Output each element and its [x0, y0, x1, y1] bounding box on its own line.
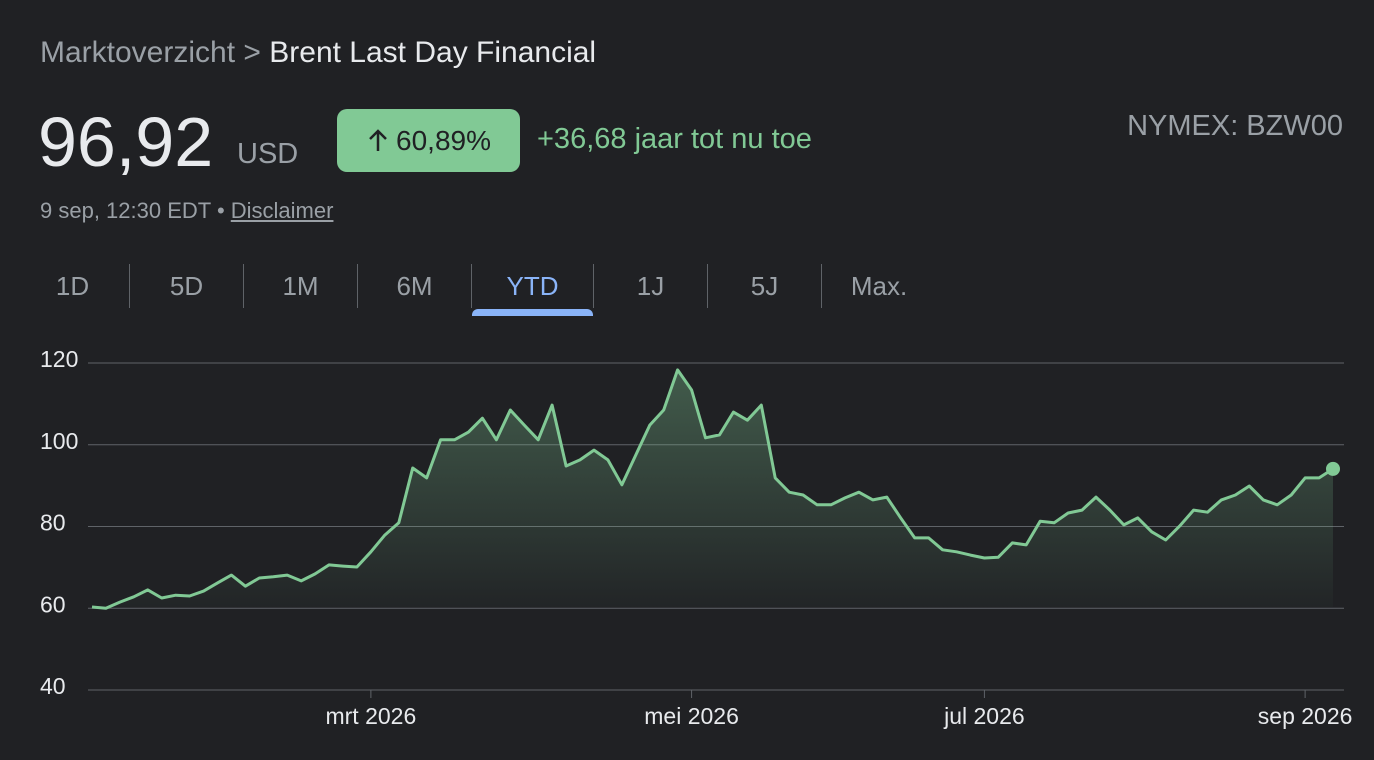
range-tabs: 1D 5D 1M 6M YTD 1J 5J Max. — [16, 264, 936, 316]
x-tick-label: jul 2026 — [943, 703, 1025, 729]
breadcrumb: Marktoverzicht > Brent Last Day Financia… — [40, 36, 596, 70]
price: 96,92 — [38, 103, 214, 181]
last-point — [1326, 461, 1340, 476]
range-tab[interactable]: 1D — [16, 264, 130, 308]
range-tab[interactable]: 6M — [358, 264, 472, 308]
area — [92, 369, 1333, 609]
timestamp-row: 9 sep, 12:30 EDT • Disclaimer — [40, 198, 333, 224]
range-tab[interactable]: 5J — [708, 264, 822, 308]
breadcrumb-current: Brent Last Day Financial — [269, 36, 597, 69]
breadcrumb-separator: > — [243, 36, 261, 69]
range-tab[interactable]: Max. — [850, 270, 908, 301]
range-tab[interactable]: 1J — [594, 264, 708, 308]
y-tick-label: 100 — [40, 428, 78, 454]
x-tick-label: sep 2026 — [1258, 703, 1353, 729]
y-tick-label: 120 — [40, 346, 78, 372]
bullet: • — [216, 198, 225, 223]
y-tick-label: 40 — [40, 673, 66, 699]
x-tick-label: mei 2026 — [644, 703, 739, 729]
change-percent: 60,89% — [396, 124, 491, 156]
disclaimer-link[interactable]: Disclaimer — [230, 198, 334, 223]
change-absolute: +36,68 jaar tot nu toe — [537, 123, 812, 155]
y-tick-label: 60 — [40, 591, 66, 617]
y-tick-label: 80 — [40, 510, 66, 536]
range-tab[interactable]: 1M — [244, 264, 358, 308]
currency: USD — [237, 138, 299, 170]
range-tab[interactable]: YTD — [472, 264, 594, 316]
x-tick-label: mrt 2026 — [325, 703, 416, 729]
price-line — [91, 368, 1334, 610]
timestamp: 9 sep, 12:30 EDT — [40, 198, 211, 223]
breadcrumb-parent[interactable]: Marktoverzicht — [40, 36, 236, 69]
up-arrow — [369, 128, 387, 151]
range-tab[interactable]: 5D — [130, 264, 244, 308]
exchange-symbol: NYMEX: BZW00 — [1127, 110, 1343, 142]
change-badge: 60,89% — [337, 109, 520, 172]
